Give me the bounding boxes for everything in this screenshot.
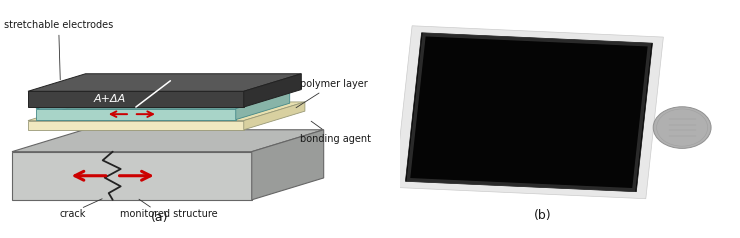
Text: crack: crack [59, 208, 86, 218]
Polygon shape [243, 102, 305, 130]
Polygon shape [243, 74, 301, 107]
Ellipse shape [653, 107, 711, 148]
Polygon shape [12, 152, 252, 200]
Text: (b): (b) [534, 209, 551, 222]
Text: A+ΔA: A+ΔA [94, 94, 126, 104]
Polygon shape [28, 91, 243, 107]
Polygon shape [28, 102, 305, 121]
Polygon shape [28, 74, 301, 91]
Text: polymer layer: polymer layer [296, 79, 368, 108]
Polygon shape [236, 92, 290, 120]
Polygon shape [252, 130, 323, 200]
Text: bonding agent: bonding agent [300, 121, 371, 144]
Polygon shape [28, 121, 243, 130]
Polygon shape [36, 109, 236, 120]
Text: stretchable electrodes: stretchable electrodes [4, 20, 113, 80]
Polygon shape [406, 33, 653, 192]
Polygon shape [394, 26, 663, 199]
Polygon shape [36, 92, 290, 109]
Text: (a): (a) [151, 211, 169, 224]
Text: monitored structure: monitored structure [120, 208, 218, 218]
Polygon shape [12, 130, 323, 152]
